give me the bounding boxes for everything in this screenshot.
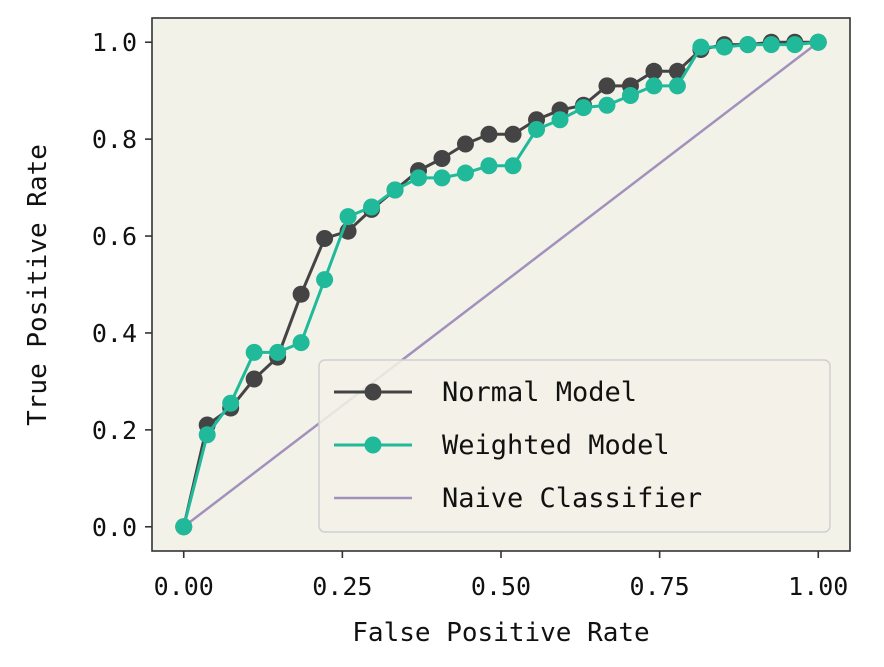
legend-item-naive-classifier: Naive Classifier xyxy=(334,483,702,514)
weighted-model-point xyxy=(809,33,827,51)
legend-swatch-marker xyxy=(364,436,382,454)
weighted-model-point xyxy=(222,394,240,412)
x-tick-label: 0.50 xyxy=(471,572,531,601)
weighted-model-point xyxy=(386,181,404,199)
normal-model-point xyxy=(668,62,686,80)
y-tick-label: 0.0 xyxy=(92,513,137,542)
naive-classifier-line xyxy=(182,41,820,528)
y-tick-label: 0.8 xyxy=(92,125,137,154)
weighted-model-point xyxy=(292,334,310,352)
weighted-model-point xyxy=(456,164,474,182)
x-axis-title: False Positive Rate xyxy=(352,618,649,648)
legend-item-weighted-model: Weighted Model xyxy=(334,430,670,461)
weighted-model-point xyxy=(410,169,428,187)
legend-label: Weighted Model xyxy=(442,430,670,461)
y-tick-label: 0.2 xyxy=(92,416,137,445)
y-tick-label: 0.4 xyxy=(92,319,137,348)
legend-swatch-marker xyxy=(364,383,382,401)
series-layer xyxy=(175,33,827,536)
weighted-model-point xyxy=(762,36,780,54)
legend-label: Normal Model xyxy=(442,377,637,408)
weighted-model-point xyxy=(786,36,804,54)
normal-model-point xyxy=(645,62,663,80)
normal-model-point xyxy=(504,125,522,143)
weighted-model-point xyxy=(245,343,263,361)
legend-box xyxy=(318,359,831,533)
weighted-model-point xyxy=(528,120,546,138)
weighted-model-point xyxy=(433,169,451,187)
normal-model-point xyxy=(245,370,263,388)
legend-item-normal-model: Normal Model xyxy=(334,377,637,408)
normal-model-point xyxy=(480,125,498,143)
weighted-model-point xyxy=(739,36,757,54)
legend: Normal Model Weighted Model Naive Classifi… xyxy=(318,359,831,533)
y-tick-label: 1.0 xyxy=(92,28,137,57)
weighted-model-point xyxy=(363,198,381,216)
normal-model-point xyxy=(433,150,451,168)
weighted-model-line xyxy=(182,40,819,528)
y-tick-label: 0.6 xyxy=(92,222,137,251)
y-axis-title: True Positive Rate xyxy=(23,144,53,426)
weighted-model-point xyxy=(480,157,498,175)
normal-model-point xyxy=(316,229,334,247)
weighted-model-point xyxy=(269,343,287,361)
normal-model-point xyxy=(456,135,474,153)
weighted-model-point xyxy=(175,518,193,536)
weighted-model-point xyxy=(668,77,686,95)
weighted-model-point xyxy=(574,99,592,117)
weighted-model-point xyxy=(692,38,710,56)
weighted-model-point xyxy=(715,38,733,56)
x-tick-label: 1.00 xyxy=(788,572,848,601)
weighted-model-point xyxy=(198,426,216,444)
weighted-model-point xyxy=(598,96,616,114)
x-tick-label: 0.25 xyxy=(312,572,372,601)
weighted-model-point xyxy=(504,157,522,175)
legend-label: Naive Classifier xyxy=(442,483,702,514)
weighted-model-point xyxy=(316,271,334,289)
x-tick-label: 0.00 xyxy=(154,572,214,601)
x-tick-label: 0.75 xyxy=(630,572,690,601)
ticks-layer: 0.00 0.25 0.50 0.75 1.00 0.0 0.2 0.4 0.6 0.8 1.0 xyxy=(92,28,849,601)
weighted-model-point xyxy=(621,87,639,105)
weighted-model-point xyxy=(339,208,357,226)
weighted-model-point xyxy=(551,111,569,129)
normal-model-point xyxy=(598,77,616,95)
normal-model-point xyxy=(292,285,310,303)
series-naive-classifier xyxy=(182,41,820,528)
series-weighted-model xyxy=(175,33,827,536)
weighted-model-point xyxy=(645,77,663,95)
